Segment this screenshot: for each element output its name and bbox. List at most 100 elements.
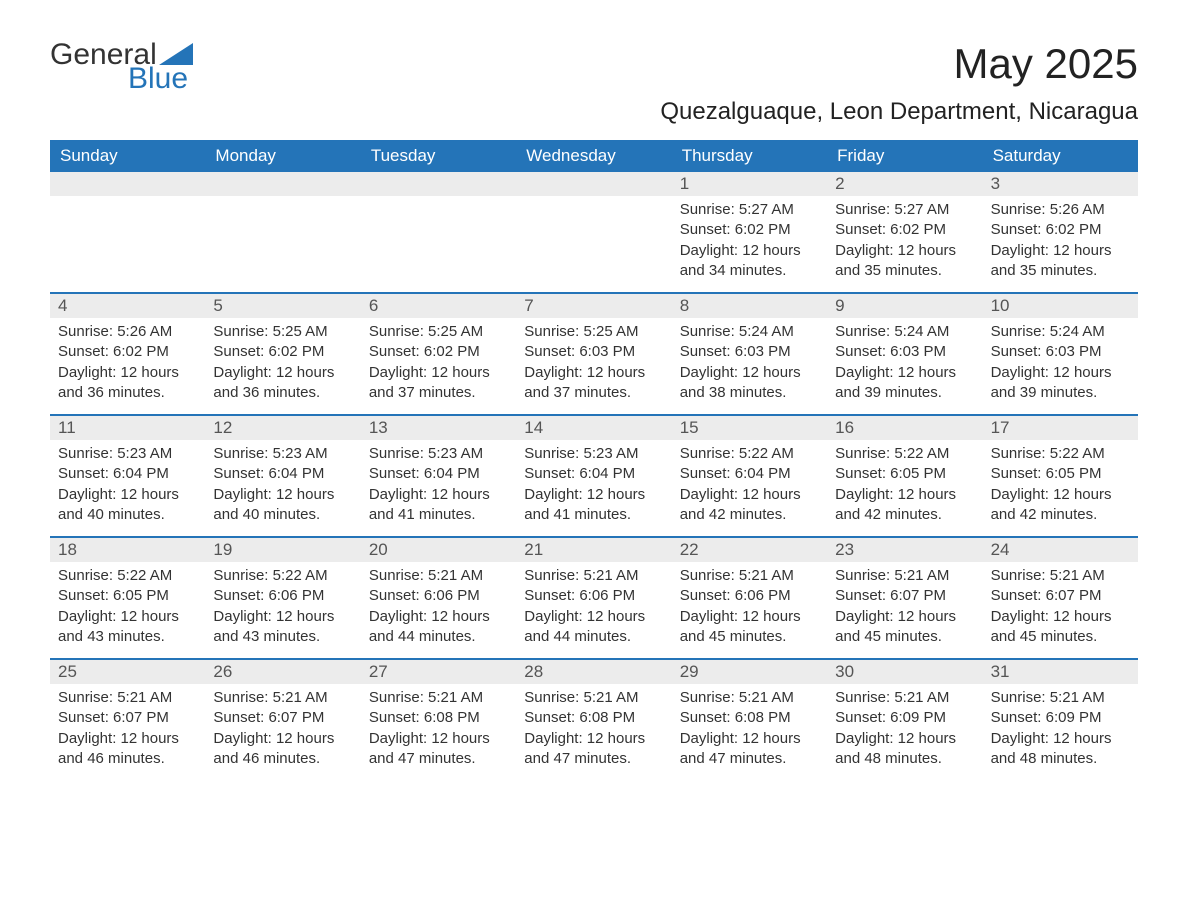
- day-info-line: Sunset: 6:07 PM: [835, 586, 974, 606]
- day-info-line: Sunset: 6:04 PM: [369, 464, 508, 484]
- day-info-line: and 41 minutes.: [369, 505, 508, 525]
- day-info-line: and 39 minutes.: [991, 383, 1130, 403]
- day-info-line: Daylight: 12 hours: [369, 485, 508, 505]
- day-body: Sunrise: 5:26 AMSunset: 6:02 PMDaylight:…: [983, 196, 1138, 289]
- week-row: 11Sunrise: 5:23 AMSunset: 6:04 PMDayligh…: [50, 414, 1138, 536]
- day-info-line: and 42 minutes.: [680, 505, 819, 525]
- day-number: 8: [672, 294, 827, 318]
- day-info-line: Sunrise: 5:21 AM: [835, 688, 974, 708]
- day-info-line: and 41 minutes.: [524, 505, 663, 525]
- day-info-line: Daylight: 12 hours: [835, 241, 974, 261]
- day-info-line: and 40 minutes.: [58, 505, 197, 525]
- day-body: Sunrise: 5:25 AMSunset: 6:03 PMDaylight:…: [516, 318, 671, 411]
- day-info-line: Sunset: 6:08 PM: [524, 708, 663, 728]
- day-info-line: and 37 minutes.: [524, 383, 663, 403]
- day-info-line: and 34 minutes.: [680, 261, 819, 281]
- weekday-header-cell: Wednesday: [516, 140, 671, 172]
- day-info-line: Daylight: 12 hours: [524, 485, 663, 505]
- day-info-line: Sunrise: 5:27 AM: [835, 200, 974, 220]
- day-info-line: Sunset: 6:08 PM: [680, 708, 819, 728]
- day-info-line: Sunset: 6:09 PM: [835, 708, 974, 728]
- day-body: Sunrise: 5:21 AMSunset: 6:08 PMDaylight:…: [672, 684, 827, 777]
- day-info-line: Sunrise: 5:22 AM: [213, 566, 352, 586]
- weekday-header-cell: Monday: [205, 140, 360, 172]
- day-number: 10: [983, 294, 1138, 318]
- day-number: [361, 172, 516, 196]
- day-info-line: Sunrise: 5:22 AM: [58, 566, 197, 586]
- day-info-line: Daylight: 12 hours: [213, 607, 352, 627]
- day-info-line: Sunset: 6:03 PM: [680, 342, 819, 362]
- day-body: Sunrise: 5:23 AMSunset: 6:04 PMDaylight:…: [361, 440, 516, 533]
- day-info-line: Sunrise: 5:21 AM: [835, 566, 974, 586]
- weekday-header-cell: Sunday: [50, 140, 205, 172]
- weekday-header-cell: Tuesday: [361, 140, 516, 172]
- day-cell: 29Sunrise: 5:21 AMSunset: 6:08 PMDayligh…: [672, 660, 827, 780]
- day-body: Sunrise: 5:24 AMSunset: 6:03 PMDaylight:…: [672, 318, 827, 411]
- week-row: 1Sunrise: 5:27 AMSunset: 6:02 PMDaylight…: [50, 172, 1138, 292]
- day-info-line: and 40 minutes.: [213, 505, 352, 525]
- day-number: 14: [516, 416, 671, 440]
- day-number: 9: [827, 294, 982, 318]
- day-body: Sunrise: 5:21 AMSunset: 6:06 PMDaylight:…: [361, 562, 516, 655]
- day-info-line: Sunset: 6:02 PM: [213, 342, 352, 362]
- day-number: 23: [827, 538, 982, 562]
- day-info-line: Daylight: 12 hours: [680, 729, 819, 749]
- day-info-line: Sunrise: 5:22 AM: [991, 444, 1130, 464]
- day-cell: 16Sunrise: 5:22 AMSunset: 6:05 PMDayligh…: [827, 416, 982, 536]
- day-info-line: Sunset: 6:03 PM: [524, 342, 663, 362]
- day-info-line: Sunset: 6:06 PM: [369, 586, 508, 606]
- day-info-line: Daylight: 12 hours: [524, 729, 663, 749]
- day-info-line: Daylight: 12 hours: [680, 241, 819, 261]
- day-cell: 3Sunrise: 5:26 AMSunset: 6:02 PMDaylight…: [983, 172, 1138, 292]
- day-cell: 27Sunrise: 5:21 AMSunset: 6:08 PMDayligh…: [361, 660, 516, 780]
- day-info-line: Daylight: 12 hours: [213, 363, 352, 383]
- day-info-line: and 35 minutes.: [835, 261, 974, 281]
- day-cell: 14Sunrise: 5:23 AMSunset: 6:04 PMDayligh…: [516, 416, 671, 536]
- day-info-line: Daylight: 12 hours: [835, 729, 974, 749]
- day-info-line: and 48 minutes.: [991, 749, 1130, 769]
- day-body: Sunrise: 5:26 AMSunset: 6:02 PMDaylight:…: [50, 318, 205, 411]
- day-info-line: and 45 minutes.: [680, 627, 819, 647]
- day-cell: [516, 172, 671, 292]
- day-number: 31: [983, 660, 1138, 684]
- day-cell: [205, 172, 360, 292]
- day-info-line: Daylight: 12 hours: [58, 363, 197, 383]
- day-info-line: Sunset: 6:06 PM: [680, 586, 819, 606]
- weekday-header-cell: Thursday: [672, 140, 827, 172]
- day-cell: 30Sunrise: 5:21 AMSunset: 6:09 PMDayligh…: [827, 660, 982, 780]
- day-info-line: Daylight: 12 hours: [991, 729, 1130, 749]
- day-info-line: and 37 minutes.: [369, 383, 508, 403]
- day-body: Sunrise: 5:25 AMSunset: 6:02 PMDaylight:…: [361, 318, 516, 411]
- day-body: Sunrise: 5:23 AMSunset: 6:04 PMDaylight:…: [516, 440, 671, 533]
- day-body: Sunrise: 5:25 AMSunset: 6:02 PMDaylight:…: [205, 318, 360, 411]
- day-number: 6: [361, 294, 516, 318]
- day-body: Sunrise: 5:24 AMSunset: 6:03 PMDaylight:…: [983, 318, 1138, 411]
- logo: General Blue: [50, 40, 193, 94]
- logo-text-blue: Blue: [128, 64, 193, 94]
- day-info-line: Sunset: 6:05 PM: [835, 464, 974, 484]
- day-info-line: Sunset: 6:04 PM: [213, 464, 352, 484]
- day-number: 12: [205, 416, 360, 440]
- day-cell: 21Sunrise: 5:21 AMSunset: 6:06 PMDayligh…: [516, 538, 671, 658]
- day-info-line: Sunrise: 5:23 AM: [58, 444, 197, 464]
- day-number: 17: [983, 416, 1138, 440]
- day-info-line: Daylight: 12 hours: [369, 729, 508, 749]
- day-info-line: Sunset: 6:03 PM: [991, 342, 1130, 362]
- day-info-line: Sunrise: 5:21 AM: [369, 566, 508, 586]
- day-number: 20: [361, 538, 516, 562]
- day-cell: 31Sunrise: 5:21 AMSunset: 6:09 PMDayligh…: [983, 660, 1138, 780]
- day-info-line: and 35 minutes.: [991, 261, 1130, 281]
- day-body: Sunrise: 5:22 AMSunset: 6:05 PMDaylight:…: [983, 440, 1138, 533]
- day-body: [50, 196, 205, 208]
- day-info-line: and 39 minutes.: [835, 383, 974, 403]
- day-info-line: Sunrise: 5:22 AM: [835, 444, 974, 464]
- day-info-line: Sunrise: 5:24 AM: [835, 322, 974, 342]
- day-cell: 15Sunrise: 5:22 AMSunset: 6:04 PMDayligh…: [672, 416, 827, 536]
- day-cell: 19Sunrise: 5:22 AMSunset: 6:06 PMDayligh…: [205, 538, 360, 658]
- month-title: May 2025: [660, 40, 1138, 88]
- day-number: 1: [672, 172, 827, 196]
- day-info-line: and 46 minutes.: [58, 749, 197, 769]
- day-number: [50, 172, 205, 196]
- day-info-line: Daylight: 12 hours: [835, 607, 974, 627]
- day-body: Sunrise: 5:21 AMSunset: 6:07 PMDaylight:…: [205, 684, 360, 777]
